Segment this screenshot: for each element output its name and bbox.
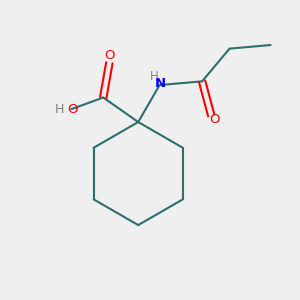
- Text: H: H: [55, 103, 64, 116]
- Text: H: H: [150, 70, 159, 83]
- Text: O: O: [104, 49, 115, 62]
- Text: O: O: [209, 113, 220, 126]
- Text: O: O: [68, 103, 78, 116]
- Text: N: N: [154, 77, 166, 90]
